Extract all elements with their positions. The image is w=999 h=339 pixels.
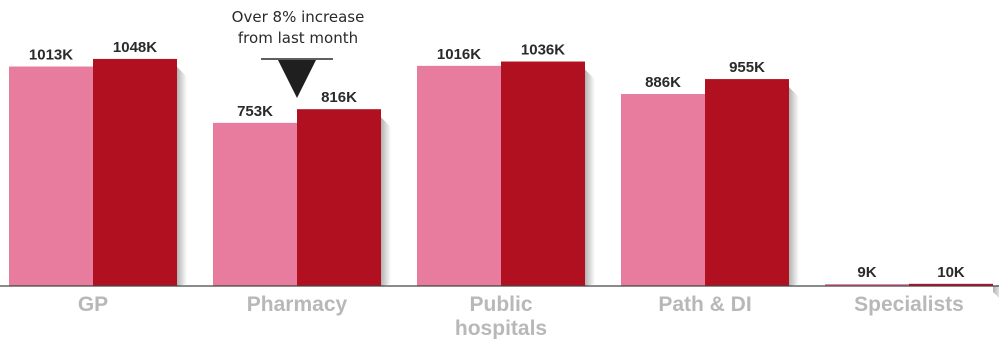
category-label-path-di: Path & DI [658,293,751,316]
bar-gp-series-1 [9,66,93,287]
bar-pharmacy-series-2 [297,109,381,286]
annotation-text: from last month [238,29,358,47]
category-label-public-hospitals: Public [469,293,532,316]
data-label-pharmacy-series-2: 816K [321,89,357,106]
data-label-public-hospitals-series-1: 1016K [437,46,481,63]
bar-shadow [381,117,391,286]
bar-gp-series-2 [93,58,177,286]
bar-specialists-series-1 [825,284,909,286]
down-triangle-icon [278,60,316,98]
bar-specialists-series-2 [909,283,993,286]
data-label-gp-series-1: 1013K [29,47,73,64]
data-label-path-di-series-1: 886K [645,74,681,91]
data-label-public-hospitals-series-2: 1036K [521,42,565,59]
data-label-specialists-series-2: 10K [937,264,965,281]
bar-path-di-series-2 [705,79,789,286]
category-label-public-hospitals: hospitals [455,317,547,339]
bar-shadow [177,66,187,286]
bar-shadow [585,69,595,287]
bar-public-hospitals-series-2 [501,61,585,287]
data-label-path-di-series-2: 955K [729,59,765,76]
bar-shadow [993,284,999,298]
category-label-pharmacy: Pharmacy [247,293,348,316]
bar-public-hospitals-series-1 [417,65,501,286]
bar-shadow [789,87,799,286]
value-labels-group: 1013K 1048K 753K 816K 1016K 1036K 886K 955K 9K 10… [29,39,965,281]
category-label-gp: GP [78,293,108,316]
bar-path-di-series-1 [621,94,705,287]
data-label-pharmacy-series-1: 753K [237,103,273,120]
bar-pharmacy-series-1 [213,122,297,286]
data-label-gp-series-2: 1048K [113,39,157,56]
annotation-group: Over 8% increase from last month [232,8,365,98]
data-label-specialists-series-1: 9K [857,264,876,281]
annotation-text: Over 8% increase [232,8,365,26]
category-label-specialists: Specialists [854,293,964,316]
bars-group [9,58,999,298]
